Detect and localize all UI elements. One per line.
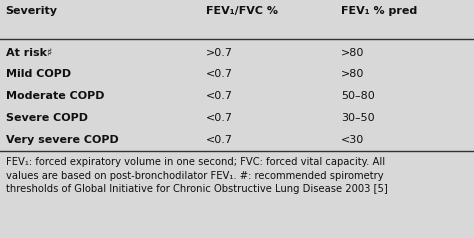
Text: FEV₁/FVC %: FEV₁/FVC % <box>206 6 278 16</box>
Text: <0.7: <0.7 <box>206 91 233 101</box>
Text: >0.7: >0.7 <box>206 48 233 58</box>
Text: Moderate COPD: Moderate COPD <box>6 91 104 101</box>
Text: <30: <30 <box>341 135 365 145</box>
Text: Mild COPD: Mild COPD <box>6 69 71 79</box>
Text: Severity: Severity <box>6 6 58 16</box>
Text: <0.7: <0.7 <box>206 135 233 145</box>
Text: <0.7: <0.7 <box>206 69 233 79</box>
Text: 30–50: 30–50 <box>341 113 375 123</box>
Text: >80: >80 <box>341 48 365 58</box>
Text: At risk♯: At risk♯ <box>6 48 52 58</box>
Text: <0.7: <0.7 <box>206 113 233 123</box>
Text: FEV₁: forced expiratory volume in one second; FVC: forced vital capacity. All
va: FEV₁: forced expiratory volume in one se… <box>6 157 387 194</box>
Text: 50–80: 50–80 <box>341 91 375 101</box>
Text: Severe COPD: Severe COPD <box>6 113 88 123</box>
Text: Very severe COPD: Very severe COPD <box>6 135 118 145</box>
Text: >80: >80 <box>341 69 365 79</box>
Text: FEV₁ % pred: FEV₁ % pred <box>341 6 418 16</box>
